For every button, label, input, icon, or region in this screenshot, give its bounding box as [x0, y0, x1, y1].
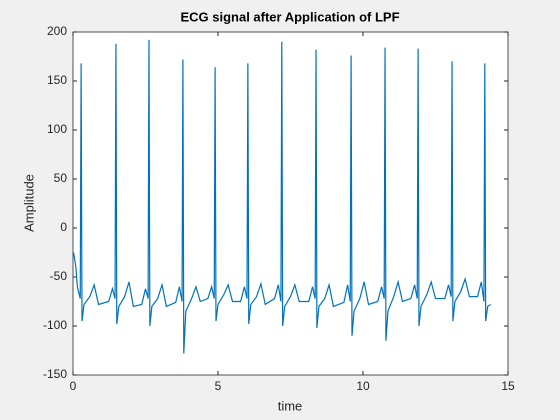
y-axis-label: Amplitude — [21, 174, 36, 232]
y-tick-label: 200 — [47, 24, 67, 38]
y-tick-label: -150 — [43, 367, 67, 381]
y-tick-label: 50 — [54, 171, 68, 185]
x-tick-label: 10 — [356, 379, 370, 393]
plot-area — [72, 31, 509, 376]
y-tick-label: 100 — [47, 122, 67, 136]
y-tick-label: 0 — [60, 220, 67, 234]
signal-line — [72, 39, 491, 354]
x-axis-label: time — [278, 398, 303, 413]
x-tick-label: 0 — [70, 379, 77, 393]
x-tick-label: 15 — [501, 379, 515, 393]
y-tick-label: 150 — [47, 73, 67, 87]
x-tick-label: 5 — [215, 379, 222, 393]
y-tick-label: -100 — [43, 318, 67, 332]
y-tick-label: -50 — [50, 269, 68, 283]
chart-title: ECG signal after Application of LPF — [180, 9, 399, 24]
